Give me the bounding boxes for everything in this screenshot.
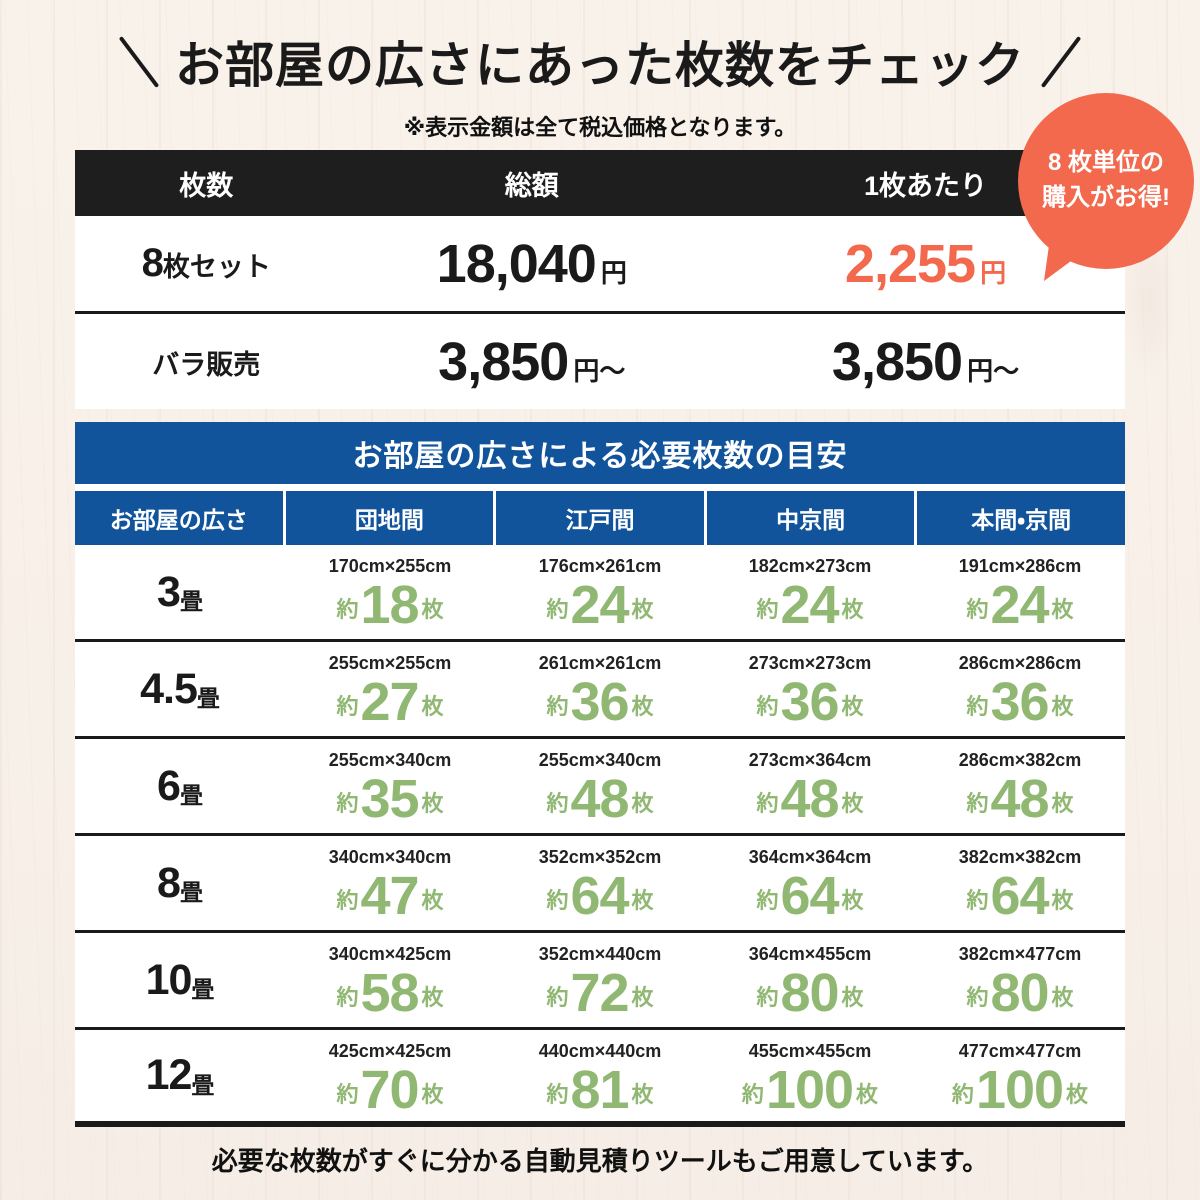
estimate-cell: 286cm×382cm 約 48 枚 (958, 750, 1082, 829)
title-slash-left-icon (118, 35, 160, 88)
single-label: バラ販売 (152, 350, 261, 380)
size-table-header: お部屋の広さ 団地間 江戸間 中京間 本間・京間 (75, 491, 1125, 545)
estimate-tool-note: 必要な枚数がすぐに分かる自動見積りツールもご用意しています。 (211, 1146, 989, 1176)
yen-unit: 円 (980, 257, 1007, 288)
price-table: 枚数 総額 1枚あたり 8枚セット 18,040 円 2,255 円 バラ販売 3,… (75, 150, 1125, 409)
table-row-4-5jo: 4.5 畳 255cm×255cm 約 27 枚 261cm×261cm 約 36 枚 273… (75, 642, 1125, 739)
estimate-cell: 176cm×261cm 約 24 枚 (538, 556, 662, 635)
estimate-cell: 425cm×425cm 約 70 枚 (328, 1041, 452, 1120)
col-header-quantity: 枚数 (179, 170, 234, 201)
page-title-row: お部屋の広さにあった枚数をチェック (0, 26, 1200, 97)
room-size-label: 4.5 畳 (140, 664, 220, 713)
estimate-cell: 455cm×455cm 約 100 枚 (741, 1041, 879, 1120)
size-table-title: お部屋の広さによる必要枚数の目安 (75, 422, 1125, 484)
price-row-label: 8枚セット (75, 241, 338, 286)
tatami-unit: 畳 (191, 976, 215, 1002)
badge-line-1: 8 枚単位の (1047, 149, 1164, 177)
table-row-12jo: 12 畳 425cm×425cm 約 70 枚 440cm×440cm 約 81 枚 455c… (75, 1030, 1125, 1127)
estimate-cell: 382cm×382cm 約 64 枚 (958, 847, 1082, 926)
per-sheet-price: 3,850 円〜 (831, 331, 1020, 392)
price-row-label: バラ販売 (75, 339, 338, 384)
estimate-cell: 364cm×455cm 約 80 枚 (748, 944, 872, 1023)
estimate-cell: 255cm×340cm 約 48 枚 (538, 750, 662, 829)
yen-unit: 円 (600, 257, 627, 288)
estimate-cell: 170cm×255cm 約 18 枚 (328, 556, 452, 635)
estimate-cell: 255cm×340cm 約 35 枚 (328, 750, 452, 829)
estimate-cell: 352cm×440cm 約 72 枚 (538, 944, 662, 1023)
tatami-unit: 畳 (191, 1071, 215, 1098)
col-header-honma-kyoma: 本間・京間 (917, 491, 1125, 545)
yen-unit: 円〜 (967, 355, 1020, 386)
estimate-cell: 273cm×364cm 約 48 枚 (748, 750, 872, 829)
per-sheet-price: 2,255 円 (844, 233, 1007, 294)
price-row-8set: 8枚セット 18,040 円 2,255 円 (75, 216, 1125, 311)
col-header-room-size: お部屋の広さ (75, 491, 283, 545)
estimate-cell: 364cm×364cm 約 64 枚 (748, 847, 872, 926)
badge-line-2: 購入がお得! (1042, 184, 1170, 211)
price-row-single: バラ販売 3,850 円〜 3,850 円〜 (75, 314, 1125, 409)
page-title: お部屋の広さにあった枚数をチェック (174, 39, 1025, 93)
content-column: 枚数 総額 1枚あたり 8枚セット 18,040 円 2,255 円 バラ販売 3,… (75, 150, 1125, 1178)
col-header-edoma: 江戸間 (496, 491, 704, 545)
bulk-discount-badge: 8 枚単位の 購入がお得! (1018, 93, 1194, 269)
yen-unit: 円〜 (573, 355, 626, 386)
estimate-cell: 352cm×352cm 約 64 枚 (538, 847, 662, 926)
tax-included-note: ※表示金額は全て税込価格となります。 (403, 115, 797, 140)
estimate-cell: 255cm×255cm 約 27 枚 (328, 653, 452, 732)
tatami-unit: 畳 (196, 685, 220, 711)
estimate-cell: 273cm×273cm 約 36 枚 (748, 653, 872, 732)
estimate-cell: 477cm×477cm 約 100 枚 (951, 1041, 1089, 1120)
size-estimate-table: お部屋の広さによる必要枚数の目安 お部屋の広さ 団地間 江戸間 中京間 本間・京… (75, 422, 1125, 1127)
estimate-cell: 191cm×286cm 約 24 枚 (958, 556, 1082, 635)
col-header-per-sheet: 1枚あたり (863, 170, 988, 201)
set-count: 8 (141, 241, 164, 285)
price-table-header: 枚数 総額 1枚あたり (75, 150, 1125, 216)
estimate-cell: 440cm×440cm 約 81 枚 (538, 1041, 662, 1120)
tatami-unit: 畳 (179, 879, 203, 905)
room-size-label: 12 畳 (145, 1051, 215, 1099)
row-divider (75, 311, 1125, 314)
col-header-total: 総額 (504, 170, 559, 201)
room-size-label: 10 畳 (145, 955, 215, 1004)
col-header-chukyoma: 中京間 (706, 491, 915, 545)
estimate-cell: 182cm×273cm 約 24 枚 (748, 556, 872, 635)
tatami-unit: 畳 (179, 588, 203, 614)
set-label: 枚セット (162, 252, 271, 282)
estimate-cell: 340cm×340cm 約 47 枚 (328, 847, 452, 926)
total-price: 18,040 円 (436, 233, 627, 294)
estimate-cell: 340cm×425cm 約 58 枚 (328, 944, 452, 1023)
title-slash-right-icon (1040, 35, 1082, 88)
estimate-cell: 261cm×261cm 約 36 枚 (538, 653, 662, 732)
col-header-danchima: 団地間 (285, 491, 494, 545)
total-price: 3,850 円〜 (438, 331, 626, 392)
table-row-10jo: 10 畳 340cm×425cm 約 58 枚 352cm×440cm 約 72 枚 364c… (75, 933, 1125, 1030)
tatami-unit: 畳 (179, 782, 203, 808)
estimate-cell: 382cm×477cm 約 80 枚 (958, 944, 1082, 1023)
estimate-cell: 286cm×286cm 約 36 枚 (958, 653, 1082, 732)
